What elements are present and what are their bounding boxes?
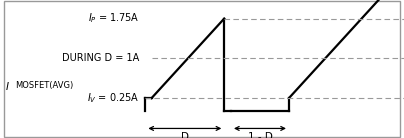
Text: MOSFET(AVG): MOSFET(AVG) [15, 81, 74, 91]
Text: D: D [181, 132, 189, 138]
Text: $I$: $I$ [5, 80, 10, 92]
Text: $I_P$ = 1.75A: $I_P$ = 1.75A [88, 12, 139, 26]
Bar [4, 1, 400, 137]
Text: DURING D = 1A: DURING D = 1A [62, 53, 139, 63]
Text: 1 - D: 1 - D [248, 132, 272, 138]
Text: $I_V$ = 0.25A: $I_V$ = 0.25A [87, 91, 139, 105]
